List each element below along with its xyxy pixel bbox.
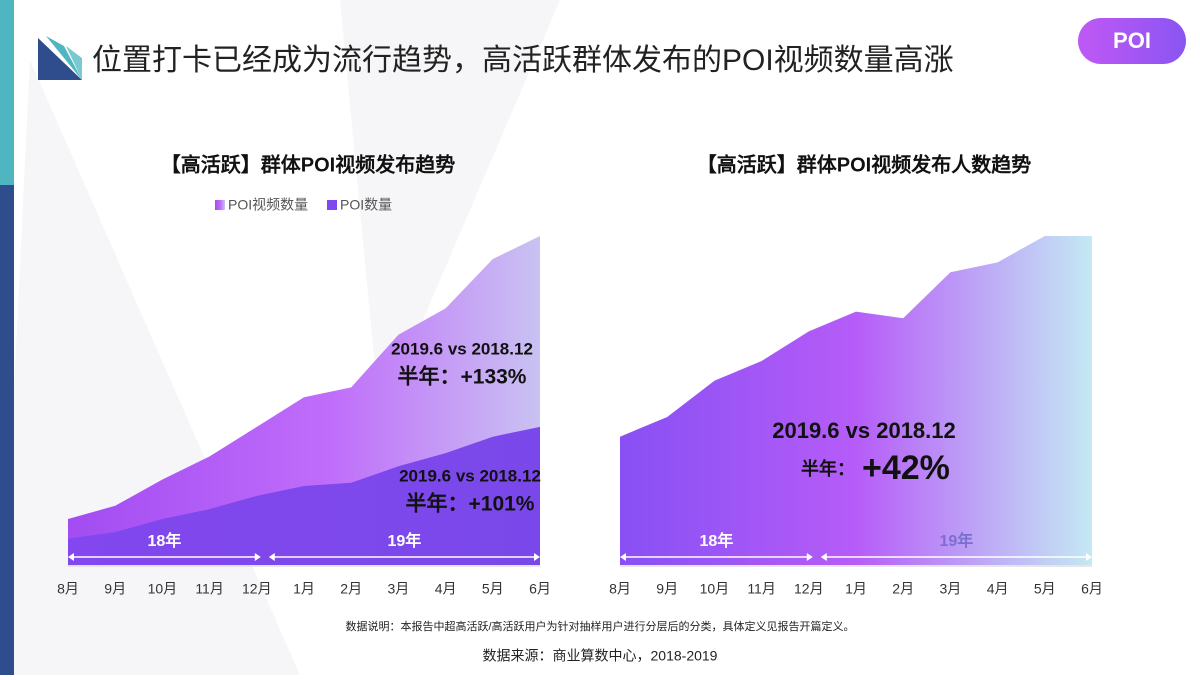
x-tick-label: 2月 [892,581,914,597]
period-label: 18年 [699,531,733,550]
x-tick-label: 8月 [57,581,79,597]
legend-label: POI数量 [340,197,392,213]
period-label: 18年 [147,531,181,550]
x-tick-label: 11月 [747,581,776,597]
x-tick-label: 5月 [1034,581,1056,597]
area [68,426,540,565]
x-tick-label: 10月 [148,581,178,597]
side-bar [0,185,14,675]
annotation: 2019.6 vs 2018.12 [391,339,533,358]
x-tick-label: 2月 [340,581,362,597]
annotation: +42% [862,449,950,487]
decor [340,0,560,420]
badge [1078,18,1186,64]
chart-title: 【高活跃】群体POI视频发布趋势 [161,152,455,176]
legend-label: POI视频数量 [228,197,308,213]
x-tick-label: 1月 [845,581,867,597]
slide-title: 位置打卡已经成为流行趋势，高活跃群体发布的POI视频数量高涨 [92,44,954,77]
x-tick-label: 11月 [195,581,224,597]
area [620,236,1092,565]
annotation: 2019.6 vs 2018.12 [399,466,541,485]
logo [46,36,82,80]
x-tick-label: 1月 [293,581,315,597]
x-tick-label: 5月 [482,581,504,597]
x-tick-label: 10月 [700,581,730,597]
legend-swatch [215,200,225,210]
x-tick-label: 8月 [609,581,631,597]
period-label: 19年 [387,531,421,550]
annotation: 半年： [801,458,855,479]
x-tick-label: 3月 [940,581,962,597]
source: 数据来源：商业算数中心，2018-2019 [483,648,718,664]
x-tick-label: 3月 [388,581,410,597]
logo [38,38,82,80]
badge-text: POI [1113,28,1151,53]
x-tick-label: 6月 [529,581,551,597]
side-bar [0,0,14,185]
x-tick-label: 4月 [987,581,1009,597]
note: 数据说明：本报告中超高活跃/高活跃用户为针对抽样用户进行分层后的分类，具体定义见… [345,619,854,633]
x-tick-label: 12月 [794,581,824,597]
chart-title: 【高活跃】群体POI视频发布人数趋势 [697,152,1031,176]
annotation: 半年：+133% [398,365,527,389]
x-tick-label: 12月 [242,581,272,597]
x-tick-label: 6月 [1081,581,1103,597]
period-label: 19年 [939,531,973,550]
x-tick-label: 4月 [435,581,457,597]
annotation: 2019.6 vs 2018.12 [772,418,956,443]
x-tick-label: 9月 [104,581,126,597]
annotation: 半年：+101% [406,492,535,516]
legend-swatch [327,200,337,210]
logo [66,46,82,80]
x-tick-label: 9月 [656,581,678,597]
